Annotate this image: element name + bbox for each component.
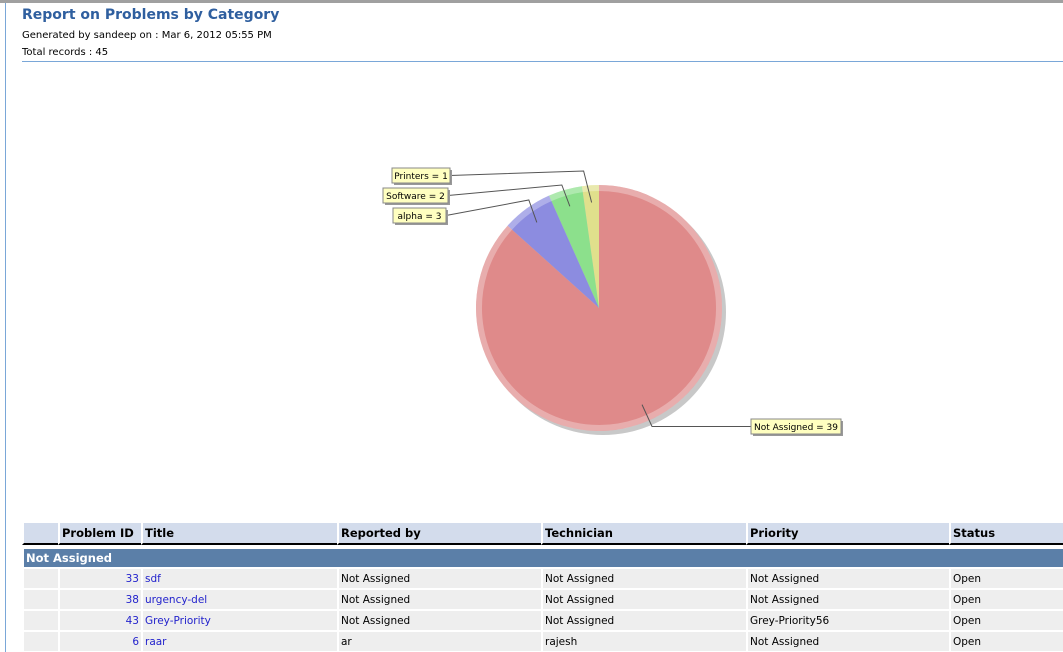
label-leader-line [449,170,593,203]
label-leader-line [641,404,751,427]
total-records: Total records : 45 [22,47,109,58]
problems-table: Problem ID Title Reported by Technician Prio… [22,523,1063,651]
slice-label-box [392,207,447,224]
slice-label: Not Assigned = 39 [754,423,838,433]
status: Open [949,588,1063,609]
row-cell [22,630,58,651]
column-header[interactable] [22,523,58,545]
priority: Grey-Priority56 [746,609,949,630]
title-link[interactable]: urgency-del [141,588,337,609]
technician: Not Assigned [541,588,746,609]
slice-highlight [581,185,600,193]
divider [22,61,1063,62]
status: Open [949,609,1063,630]
priority: Not Assigned [746,630,949,651]
slice-highlight [548,186,583,202]
generated-info: Generated by sandeep on : Mar 6, 2012 05… [22,30,272,41]
priority: Not Assigned [746,567,949,588]
slice-label: Software = 2 [386,192,445,202]
column-header[interactable]: Status [949,523,1063,545]
technician: Not Assigned [541,609,746,630]
technician: Not Assigned [541,567,746,588]
status: Open [949,567,1063,588]
technician: rajesh [541,630,746,651]
left-border [5,3,6,652]
title-link[interactable]: sdf [141,567,337,588]
table-row: 33 sdf Not Assigned Not Assigned Not Assigne… [22,567,1063,588]
slice-highlight [507,195,552,230]
priority: Not Assigned [746,588,949,609]
group-row: Not Assigned [22,545,1063,567]
problem-id-link[interactable]: 38 [58,588,141,609]
column-header[interactable]: Priority [746,523,949,545]
slice-label-box [382,187,449,204]
pie-slice [548,186,599,308]
reported-by: ar [337,630,541,651]
slice-label: Printers = 1 [394,172,448,182]
table-row: 43 Grey-Priority Not Assigned Not Assigned G… [22,609,1063,630]
row-cell [22,609,58,630]
table-row: 38 urgency-del Not Assigned Not Assigned Not… [22,588,1063,609]
pie-chart: Printers = 1 Software = 2 alpha = 3 Not Ass… [382,167,843,436]
reported-by: Not Assigned [337,609,541,630]
pie-slice [581,185,599,308]
problem-id-link[interactable]: 6 [58,630,141,651]
slice-label-box [391,167,451,184]
group-label: Not Assigned [22,545,1063,567]
row-cell [22,567,58,588]
top-border [0,0,1063,3]
column-header[interactable]: Technician [541,523,746,545]
column-header[interactable]: Problem ID [58,523,141,545]
title-link[interactable]: Grey-Priority [141,609,337,630]
row-cell [22,588,58,609]
problem-id-link[interactable]: 43 [58,609,141,630]
slice-label: alpha = 3 [398,212,442,222]
report-title: Report on Problems by Category [22,7,280,23]
label-leader-line [445,199,538,223]
pie-slice [476,185,723,431]
title-link[interactable]: raar [141,630,337,651]
reported-by: Not Assigned [337,567,541,588]
reported-by: Not Assigned [337,588,541,609]
column-header[interactable]: Title [141,523,337,545]
label-leader-line [447,184,571,207]
table-row: 6 raar ar rajesh Not Assigned Open [22,630,1063,651]
pie-slice [507,195,599,308]
slice-label-box [750,418,842,435]
status: Open [949,630,1063,651]
problem-id-link[interactable]: 33 [58,567,141,588]
column-header[interactable]: Reported by [337,523,541,545]
